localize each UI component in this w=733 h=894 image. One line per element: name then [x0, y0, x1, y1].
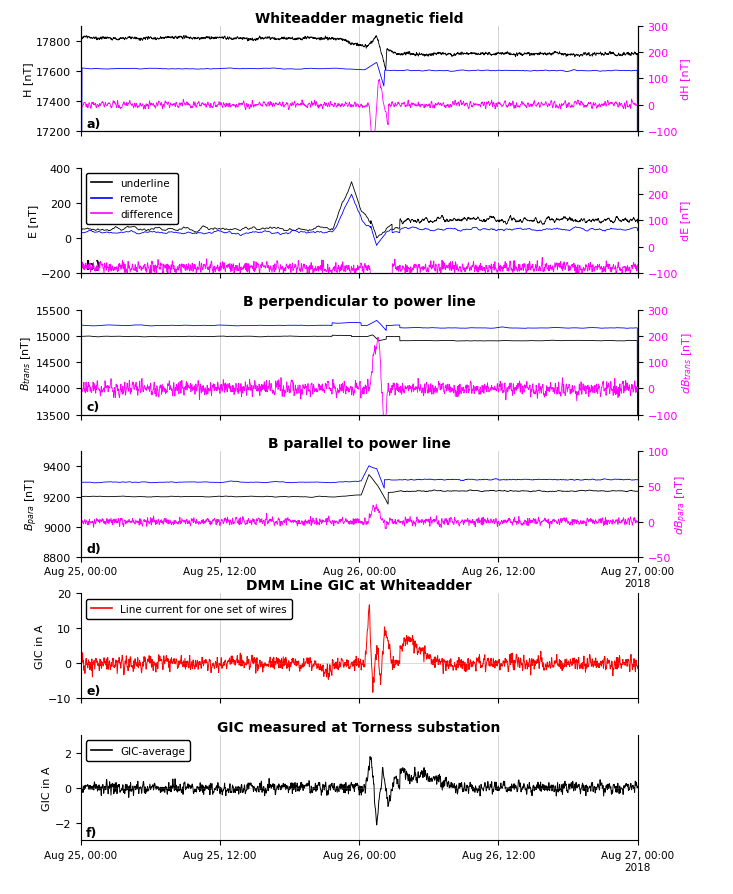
Y-axis label: $dB_{para}$ [nT]: $dB_{para}$ [nT] [674, 475, 690, 535]
Y-axis label: dE [nT]: dE [nT] [680, 201, 690, 241]
Text: d): d) [86, 543, 101, 556]
Title: B perpendicular to power line: B perpendicular to power line [243, 295, 476, 309]
Y-axis label: $dB_{trans}$ [nT]: $dB_{trans}$ [nT] [680, 332, 694, 393]
Legend: underline, remote, difference: underline, remote, difference [86, 173, 178, 224]
Title: DMM Line GIC at Whiteadder: DMM Line GIC at Whiteadder [246, 578, 472, 593]
Y-axis label: dH [nT]: dH [nT] [680, 58, 690, 100]
Y-axis label: GIC in A: GIC in A [34, 624, 45, 669]
Y-axis label: H [nT]: H [nT] [23, 62, 33, 97]
Text: a): a) [86, 118, 100, 131]
Title: Whiteadder magnetic field: Whiteadder magnetic field [255, 12, 463, 26]
Text: c): c) [86, 401, 100, 414]
Y-axis label: E [nT]: E [nT] [28, 205, 37, 238]
Y-axis label: $B_{trans}$ [nT]: $B_{trans}$ [nT] [19, 335, 33, 391]
Text: e): e) [86, 685, 100, 697]
Legend: GIC-average: GIC-average [86, 740, 191, 761]
Title: B parallel to power line: B parallel to power line [268, 437, 451, 451]
Text: b): b) [86, 259, 101, 273]
Legend: Line current for one set of wires: Line current for one set of wires [86, 599, 292, 620]
Y-axis label: GIC in A: GIC in A [42, 765, 51, 810]
Title: GIC measured at Torness substation: GIC measured at Torness substation [218, 721, 501, 734]
Y-axis label: $B_{para}$ [nT]: $B_{para}$ [nT] [23, 478, 40, 531]
Text: f): f) [86, 826, 97, 839]
